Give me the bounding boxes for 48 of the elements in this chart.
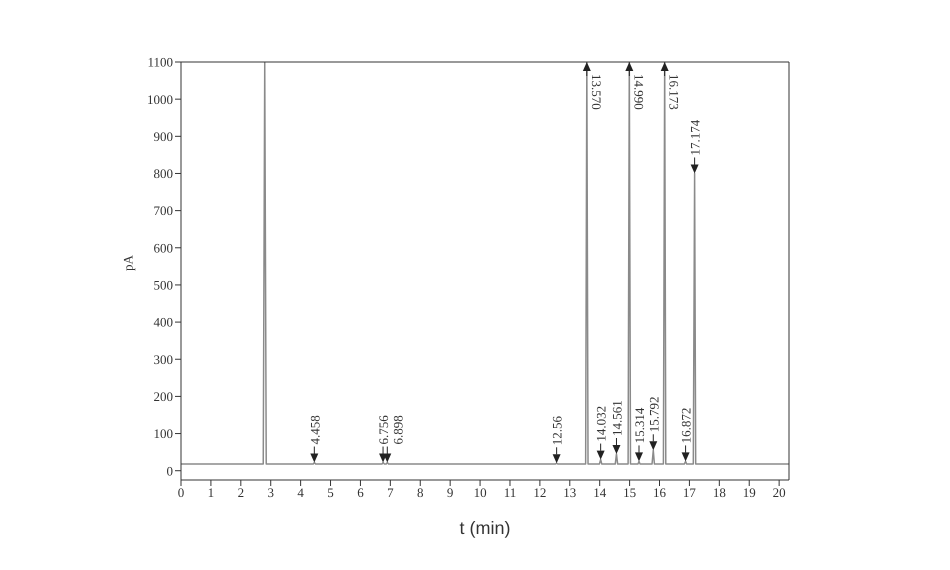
x-tick-label: 19 [742,485,756,500]
y-tick-label: 600 [154,240,173,256]
x-tick-label: 13 [563,485,576,500]
y-tick-label: 1100 [147,54,173,70]
x-tick-label: 20 [772,485,786,500]
annotation: 6.898 [390,415,406,445]
annotation: 4.458 [307,415,322,445]
x-tick-label: 8 [417,485,424,500]
y-tick-label: 400 [154,314,173,330]
x-tick-label: 4 [297,485,304,500]
annotation: 6.756 [376,414,392,445]
x-tick-label: 9 [446,485,454,500]
y-tick-label: 0 [166,463,173,478]
annotation: 14.032 [594,406,609,442]
annotation: 14.990 [631,74,646,110]
x-tick-label: 7 [387,485,394,500]
annotation: 16.872 [678,408,694,444]
y-tick-label: 900 [154,128,173,144]
y-tick-label: 500 [154,278,173,293]
x-tick-label: 18 [712,485,726,500]
x-tick-label: 12 [533,485,546,500]
y-tick-label: 800 [154,166,173,182]
annotation: 15.792 [646,396,662,432]
x-tick-label: 0 [178,485,184,500]
x-tick-label: 6 [357,485,364,500]
annotation: 14.561 [609,400,624,436]
annotation: 13.570 [588,74,604,110]
x-tick-label: 16 [653,485,667,500]
x-axis-title: t (min) [460,518,510,538]
annotation: 15.314 [632,407,647,444]
annotation: 17.174 [688,119,703,156]
x-tick-label: 1 [208,485,214,500]
x-tick-label: 3 [267,485,274,500]
annotation: 16.173 [666,74,682,110]
x-tick-label: 14 [593,485,607,500]
x-tick-label: 10 [474,485,487,500]
y-tick-label: 200 [154,389,173,404]
y-tick-label: 1000 [147,92,173,107]
x-tick-label: 11 [504,485,516,500]
x-tick-label: 2 [238,485,244,500]
x-tick-label: 5 [327,485,334,500]
y-tick-label: 300 [154,352,173,367]
x-tick-label: 15 [623,485,636,500]
y-axis-title: pA [120,254,136,271]
x-tick-label: 17 [682,485,696,500]
annotation: 12.56 [550,416,565,446]
y-tick-label: 700 [154,203,173,218]
y-tick-label: 100 [154,426,173,442]
